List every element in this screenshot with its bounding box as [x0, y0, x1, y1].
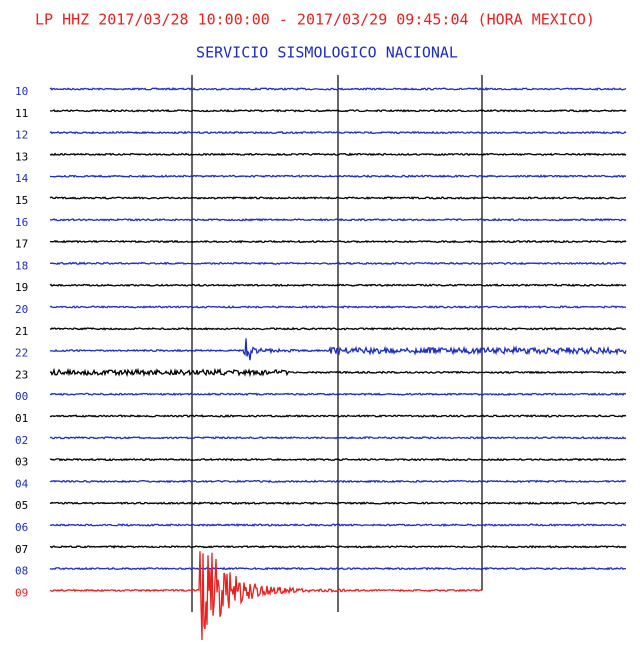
hour-label: 12 [15, 129, 28, 142]
hour-label: 03 [15, 456, 28, 469]
hour-label: 06 [15, 521, 28, 534]
hour-label: 10 [15, 85, 28, 98]
hour-label: 14 [15, 172, 29, 185]
trace [49, 326, 626, 331]
trace [49, 435, 627, 440]
trace [49, 196, 627, 200]
trace [49, 87, 627, 91]
trace [49, 523, 627, 527]
subtitle: SERVICIO SISMOLOGICO NACIONAL [196, 44, 458, 62]
hour-label: 18 [15, 259, 28, 272]
hour-label: 21 [15, 325, 28, 338]
trace [49, 551, 483, 641]
trace [49, 566, 627, 571]
hour-label: 07 [15, 543, 28, 556]
trace [50, 217, 627, 222]
hour-label: 13 [15, 150, 28, 163]
trace [49, 392, 627, 397]
trace [49, 501, 627, 506]
hour-label: 09 [15, 586, 28, 599]
hour-label: 00 [15, 390, 28, 403]
hour-label: 19 [15, 281, 28, 294]
trace [49, 152, 627, 157]
hour-label: 08 [15, 565, 28, 578]
trace [49, 108, 627, 113]
trace [49, 479, 627, 484]
hour-label: 16 [15, 216, 28, 229]
hour-label: 01 [15, 412, 28, 425]
hour-label: 20 [15, 303, 28, 316]
trace [49, 174, 626, 179]
trace [49, 283, 627, 288]
hour-label: 15 [15, 194, 28, 207]
hour-label: 23 [15, 368, 28, 381]
hour-label: 02 [15, 434, 28, 447]
hour-label: 04 [15, 477, 29, 490]
trace [49, 367, 627, 378]
trace [49, 414, 627, 418]
trace [49, 261, 627, 266]
title: LP HHZ 2017/03/28 10:00:00 - 2017/03/29 … [35, 11, 595, 29]
trace [49, 239, 627, 244]
trace [49, 305, 627, 309]
trace [49, 130, 627, 135]
hour-label: 17 [15, 238, 28, 251]
trace [49, 457, 627, 462]
trace [49, 338, 627, 361]
trace [50, 544, 627, 549]
hour-label: 11 [15, 107, 28, 120]
hour-label: 22 [15, 347, 28, 360]
hour-label: 05 [15, 499, 28, 512]
